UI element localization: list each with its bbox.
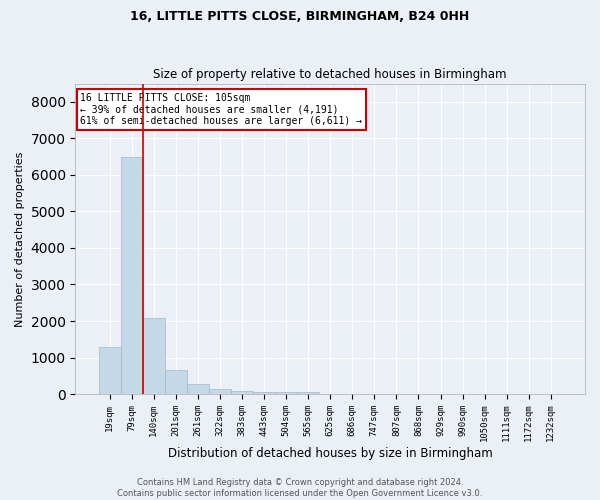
X-axis label: Distribution of detached houses by size in Birmingham: Distribution of detached houses by size …: [168, 447, 493, 460]
Bar: [165, 370, 187, 394]
Bar: [253, 392, 275, 394]
Bar: [187, 384, 209, 394]
Y-axis label: Number of detached properties: Number of detached properties: [15, 151, 25, 326]
Text: 16, LITTLE PITTS CLOSE, BIRMINGHAM, B24 0HH: 16, LITTLE PITTS CLOSE, BIRMINGHAM, B24 …: [130, 10, 470, 23]
Bar: [231, 390, 253, 394]
Bar: [98, 346, 121, 394]
Bar: [121, 156, 143, 394]
Bar: [297, 392, 319, 394]
Text: Contains HM Land Registry data © Crown copyright and database right 2024.
Contai: Contains HM Land Registry data © Crown c…: [118, 478, 482, 498]
Text: 16 LITTLE PITTS CLOSE: 105sqm
← 39% of detached houses are smaller (4,191)
61% o: 16 LITTLE PITTS CLOSE: 105sqm ← 39% of d…: [80, 93, 362, 126]
Bar: [209, 388, 231, 394]
Bar: [143, 318, 165, 394]
Bar: [275, 392, 297, 394]
Title: Size of property relative to detached houses in Birmingham: Size of property relative to detached ho…: [154, 68, 507, 81]
